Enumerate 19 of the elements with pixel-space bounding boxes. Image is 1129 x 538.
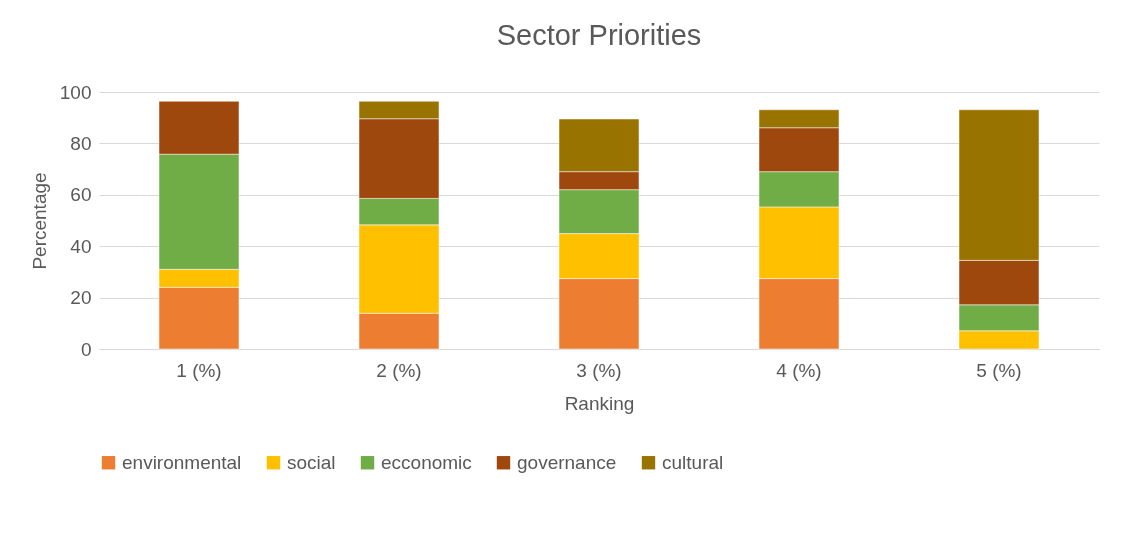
- y-tick-label: 60: [70, 184, 92, 206]
- legend-label: governance: [517, 451, 617, 473]
- y-tick-label: 0: [80, 338, 92, 360]
- legend-label: environmental: [122, 451, 242, 473]
- x-tick-label: 5 (%): [976, 359, 1022, 381]
- legend-label: social: [287, 451, 336, 473]
- legend-label: ecconomic: [381, 451, 472, 473]
- x-tick-label: 4 (%): [776, 359, 822, 381]
- chart-title: Sector Priorities: [496, 19, 702, 51]
- y-tick-label: 100: [59, 81, 92, 103]
- y-tick-label: 40: [70, 235, 92, 257]
- x-tick-label: 3 (%): [576, 359, 622, 381]
- y-tick-label: 20: [70, 287, 92, 309]
- y-axis-title: Percentage: [28, 172, 50, 270]
- x-tick-label: 1 (%): [176, 359, 222, 381]
- y-tick-label: 80: [70, 132, 92, 154]
- legend-label: cultural: [662, 451, 724, 473]
- x-tick-label: 2 (%): [376, 359, 422, 381]
- x-axis-title: Ranking: [564, 392, 635, 414]
